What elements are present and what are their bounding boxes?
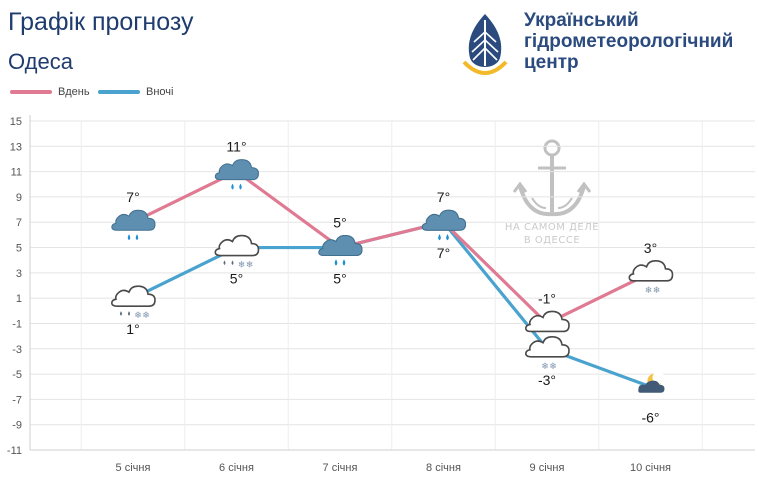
brand-line-1: Український xyxy=(524,10,639,31)
svg-text:❄: ❄ xyxy=(549,362,557,372)
legend-item-night[interactable]: Вночі xyxy=(98,86,173,98)
y-tick-label: -7 xyxy=(12,394,22,406)
watermark-line-2: В ОДЕССЕ xyxy=(523,235,581,246)
y-tick-label: -1 xyxy=(12,318,22,330)
svg-text:❄: ❄ xyxy=(541,362,549,372)
svg-text:❄: ❄ xyxy=(653,286,661,296)
watermark: НА САМОМ ДЕЛЕ В ОДЕССЕ xyxy=(498,138,606,248)
chart-icons: ❄ ❄❄ ❄❄ ❄❄ ❄ xyxy=(111,159,674,393)
y-tick-label: 13 xyxy=(10,141,22,153)
y-tick-label: -9 xyxy=(12,420,22,432)
night-data-label: 5° xyxy=(333,271,346,287)
night-weather-sleet-cloud-icon: ❄ ❄ xyxy=(111,285,156,321)
legend-item-day[interactable]: Вдень xyxy=(10,86,90,98)
night-data-label: -3° xyxy=(538,372,556,388)
ugc-logo-icon xyxy=(462,14,508,75)
x-tick-label: 7 січня xyxy=(323,462,358,474)
x-tick-label: 5 січня xyxy=(116,462,151,474)
y-tick-label: 11 xyxy=(11,167,22,179)
day-data-label: 3° xyxy=(644,240,657,256)
brand-name: Український гідрометеорологічний центр xyxy=(524,10,733,73)
night-weather-sleet-cloud-icon: ❄ ❄ xyxy=(214,234,260,271)
day-data-label: 11° xyxy=(226,139,246,155)
anchor-icon xyxy=(512,139,592,217)
city-name: Одеса xyxy=(8,49,73,74)
svg-text:❄: ❄ xyxy=(134,311,142,321)
legend-swatch-day xyxy=(10,90,52,95)
night-data-label: -6° xyxy=(641,410,659,426)
day-weather-rain-cloud-icon xyxy=(111,209,156,241)
legend-swatch-night xyxy=(98,90,140,95)
x-tick-label: 10 січня xyxy=(630,462,671,474)
x-tick-label: 6 січня xyxy=(219,462,254,474)
day-data-label: -1° xyxy=(538,290,556,306)
day-weather-rain-cloud-icon xyxy=(214,159,259,190)
day-weather-snow-cloud-icon: ❄ ❄ xyxy=(628,260,674,296)
night-data-label: 5° xyxy=(230,271,243,287)
night-data-label: 1° xyxy=(126,321,139,337)
watermark-line-1: НА САМОМ ДЕЛЕ xyxy=(504,222,600,233)
y-tick-label: 1 xyxy=(16,293,22,305)
legend-label-night: Вночі xyxy=(146,86,174,98)
x-tick-label: 9 січня xyxy=(530,462,565,474)
night-weather-snow-cloud-icon: ❄ ❄ xyxy=(525,335,570,372)
y-tick-label: 7 xyxy=(16,217,22,229)
brand-line-2: гідрометеорологічний xyxy=(524,31,734,52)
brand-line-3: центр xyxy=(524,52,579,73)
y-tick-label: -11 xyxy=(7,445,22,457)
day-data-label: 7° xyxy=(126,189,139,205)
page-title: Графік прогнозу xyxy=(8,8,194,36)
y-tick-label: -5 xyxy=(12,369,22,381)
y-tick-label: 9 xyxy=(16,192,22,204)
legend-label-day: Вдень xyxy=(58,86,90,98)
night-weather-rain-cloud-icon xyxy=(421,209,466,241)
night-weather-rain-cloud-icon xyxy=(318,235,363,266)
y-tick-label: 15 xyxy=(10,116,22,128)
night-data-label: 7° xyxy=(437,245,450,261)
svg-text:❄: ❄ xyxy=(246,261,254,271)
night-weather-moon-cloud-icon xyxy=(638,371,665,393)
y-tick-label: -3 xyxy=(12,344,22,356)
chart-labels: 7° 11° 5° 7° -1° 3° 1° 5° 5° 7° -3° -6° xyxy=(126,139,659,426)
y-tick-label: 5 xyxy=(16,243,22,255)
svg-text:❄: ❄ xyxy=(238,261,246,271)
svg-text:❄: ❄ xyxy=(142,311,150,321)
day-data-label: 5° xyxy=(333,215,346,231)
svg-text:❄: ❄ xyxy=(645,286,653,296)
y-tick-label: 3 xyxy=(16,268,22,280)
x-tick-label: 8 січня xyxy=(426,462,461,474)
day-data-label: 7° xyxy=(437,189,450,205)
brand-block: Український гідрометеорологічний центр xyxy=(458,10,758,82)
